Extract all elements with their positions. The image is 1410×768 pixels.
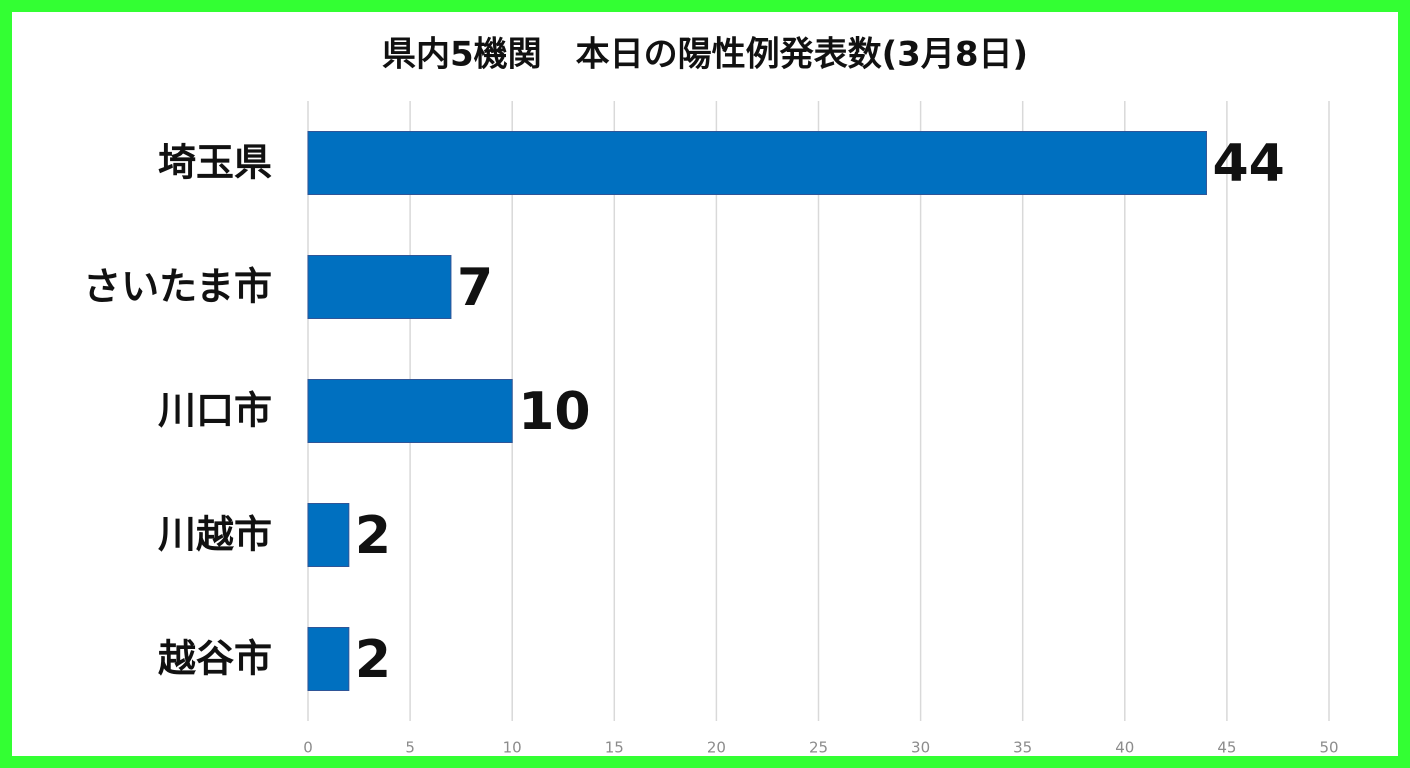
data-label: 2 [355,506,391,566]
data-label: 44 [1212,134,1284,194]
y-tick-label: 川口市 [158,389,272,433]
bar [307,255,452,319]
x-tick-label: 40 [1115,739,1134,757]
x-tick-label: 10 [503,739,522,757]
x-tick-label: 25 [809,739,828,757]
y-tick-label: さいたま市 [83,265,272,309]
x-tick-label: 15 [605,739,624,757]
y-tick-label: 川越市 [158,513,272,557]
bar [307,131,1207,195]
x-tick-label: 5 [405,739,415,757]
data-label: 2 [355,630,391,690]
bar [307,379,513,443]
x-tick-label: 50 [1319,739,1338,757]
data-label: 10 [518,382,590,442]
x-tick-label: 0 [303,739,313,757]
bar [307,627,350,691]
x-tick-label: 20 [707,739,726,757]
x-tick-label: 30 [911,739,930,757]
bar [307,503,350,567]
x-tick-label: 35 [1013,739,1032,757]
y-tick-label: 埼玉県 [158,141,272,185]
y-tick-label: 越谷市 [158,637,272,681]
chart-title: 県内5機関 本日の陽性例発表数(3月8日) [382,35,1028,75]
x-tick-label: 45 [1217,739,1236,757]
data-label: 7 [457,258,493,318]
